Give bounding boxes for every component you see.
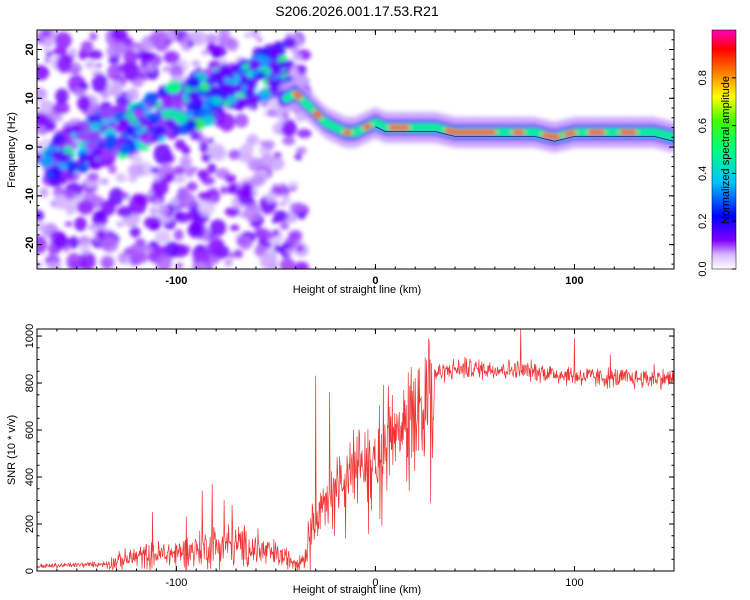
snr-y-tick-label: 0: [24, 568, 36, 574]
snr-y-tick-label: 200: [24, 515, 36, 533]
snr-frame: [36, 328, 675, 572]
colorbar-tick-label: 0.4: [697, 166, 709, 181]
snr-x-tick-label: 0: [372, 577, 378, 589]
snr-x-tick-label: -100: [165, 577, 187, 589]
colorbar-ticks: 0.0 0.2 0.4 0.6 0.8: [697, 70, 736, 277]
spectrogram-blobs: [37, 30, 674, 269]
snr-y-tick-label: 600: [24, 421, 36, 439]
spectrogram-y-axis-title: Frequency (Hz): [6, 112, 18, 188]
spectrogram-x-axis-title: Height of straight line (km): [293, 284, 421, 296]
snr-x-axis-title: Height of straight line (km): [293, 584, 421, 596]
colorbar-tick-label: 0.2: [697, 214, 709, 229]
spectrogram-heatmap: [37, 30, 674, 269]
snr-y-tick-label: 400: [24, 468, 36, 486]
snr-y-tick-label: 800: [24, 374, 36, 392]
snr-y-axis-title: SNR (10 * v/v): [6, 415, 18, 485]
spectrogram-y-tick-label: 0: [24, 144, 36, 150]
snr-series: [37, 329, 674, 571]
colorbar-tick-label: 0.8: [697, 70, 709, 85]
spectrogram-y-tick-label: -20: [24, 237, 36, 253]
colorbar-gradient: [711, 29, 737, 270]
spectrogram-x-tick-label: 100: [565, 275, 583, 287]
snr-y-tick-label: 1000: [24, 324, 36, 348]
colorbar-label: Normalized spectral amplitude: [720, 76, 732, 224]
snr-x-tick-label: 100: [565, 577, 583, 589]
spectrogram-ridge-contour: [375, 126, 674, 142]
colorbar-tick-label: 0.6: [697, 118, 709, 133]
spectrogram-y-tick-label: 10: [24, 92, 36, 104]
chart-title: S206.2026.001.17.53.R21: [275, 3, 439, 19]
colorbar-tick-label: 0.0: [697, 261, 709, 276]
spectrogram-x-tick-label: 0: [372, 275, 378, 287]
spectrogram-y-tick-label: 20: [24, 43, 36, 55]
colorbar: 0.0 0.2 0.4 0.6 0.8 Normalized spectral ampl…: [697, 29, 737, 277]
spectrogram-y-tick-label: -10: [24, 188, 36, 204]
snr-line: [37, 329, 674, 571]
spectrogram-x-tick-label: -100: [165, 275, 187, 287]
